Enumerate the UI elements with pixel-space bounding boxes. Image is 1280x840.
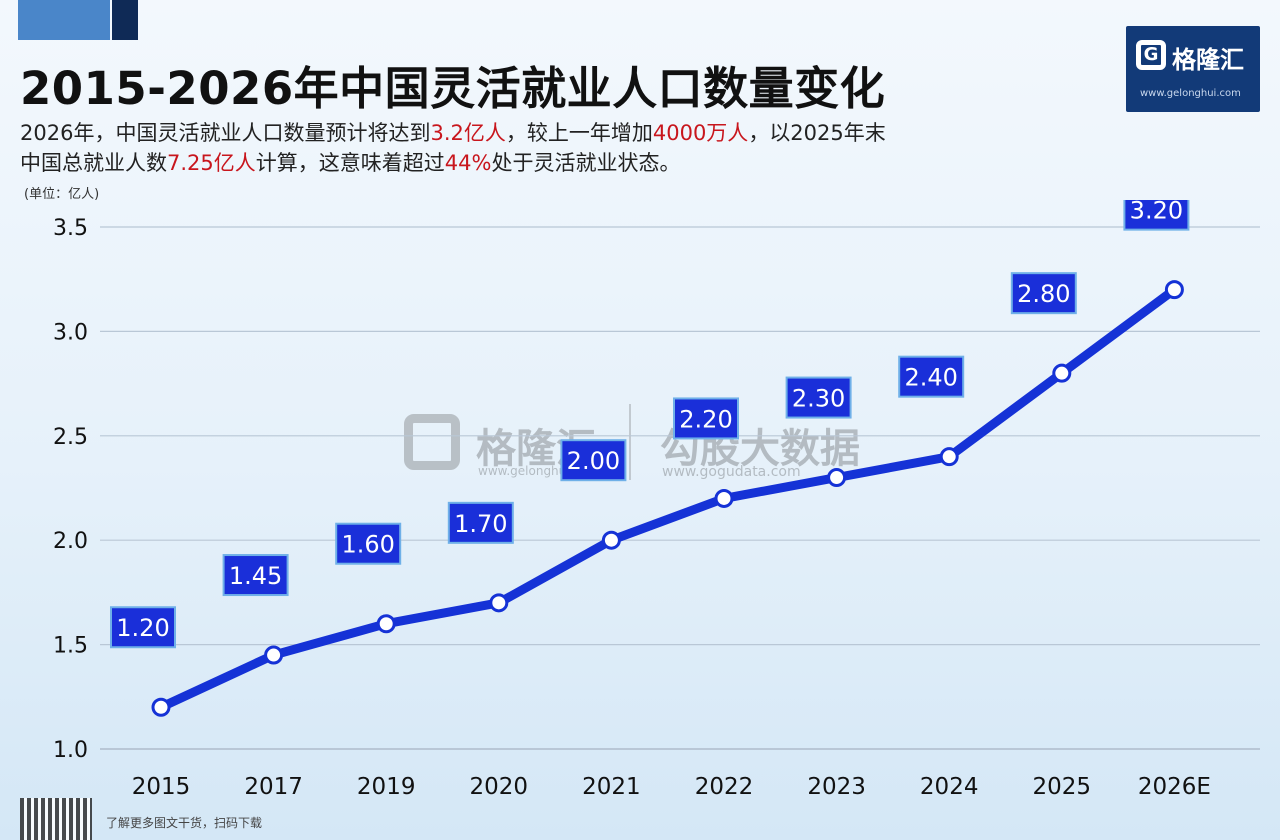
subtitle-highlight: 7.25亿人 [167, 151, 256, 175]
data-label: 1.70 [454, 510, 507, 538]
logo-mark-icon: G [1136, 40, 1166, 70]
logo-text: 格隆汇 [1172, 40, 1244, 75]
data-label: 2.30 [792, 385, 845, 413]
page-title: 2015-2026年中国灵活就业人口数量变化 [20, 52, 885, 117]
subtitle-text: 中国总就业人数 [20, 151, 167, 175]
data-point [716, 490, 732, 506]
data-label: 1.45 [229, 562, 282, 590]
y-tick-label: 2.5 [53, 425, 88, 450]
data-point [941, 449, 957, 465]
y-tick-label: 1.0 [53, 738, 88, 763]
footer-text: 了解更多图文干货，扫码下载 [106, 814, 262, 831]
data-point [153, 699, 169, 715]
subtitle-text: 2026年，中国灵活就业人口数量预计将达到 [20, 121, 430, 145]
subtitle-highlight: 3.2亿人 [430, 121, 505, 145]
data-point [266, 647, 282, 663]
data-label: 2.00 [567, 447, 620, 475]
subtitle-text: ，以2025年末 [748, 121, 885, 145]
data-label: 1.60 [341, 531, 394, 559]
x-tick-label: 2023 [807, 774, 866, 800]
x-tick-label: 2017 [244, 774, 303, 800]
data-label: 3.20 [1130, 200, 1183, 225]
y-tick-label: 1.5 [53, 634, 88, 659]
x-tick-label: 2024 [920, 774, 979, 800]
data-point [378, 616, 394, 632]
brand-logo: G 格隆汇 www.gelonghui.com [1126, 26, 1260, 112]
x-tick-label: 2025 [1033, 774, 1092, 800]
y-tick-label: 3.0 [53, 320, 88, 345]
data-label: 1.20 [116, 614, 169, 642]
x-tick-label: 2022 [695, 774, 754, 800]
x-tick-label: 2021 [582, 774, 641, 800]
data-label: 2.20 [679, 405, 732, 433]
x-tick-label: 2026E [1138, 774, 1211, 800]
qr-code-icon [20, 798, 92, 840]
subtitle-text: 计算，这意味着超过 [256, 151, 445, 175]
subtitle-text: ，较上一年增加 [506, 121, 653, 145]
x-tick-label: 2015 [132, 774, 191, 800]
data-point [1054, 365, 1070, 381]
subtitle-line-2: 中国总就业人数7.25亿人计算，这意味着超过44%处于灵活就业状态。 [20, 148, 1070, 178]
data-point [829, 470, 845, 486]
x-tick-label: 2020 [470, 774, 529, 800]
subtitle-text: 处于灵活就业状态。 [491, 151, 680, 175]
top-accent-bar [18, 0, 110, 40]
data-point [1166, 282, 1182, 298]
subtitle-highlight: 4000万人 [653, 121, 748, 145]
y-tick-label: 2.0 [53, 529, 88, 554]
top-accent-bar-dark [112, 0, 138, 40]
data-point [491, 595, 507, 611]
line-chart: 1.0 1.5 2.0 2.5 3.0 3.5 2015 2017 2019 2020 2021 20… [0, 200, 1280, 800]
data-label: 2.40 [904, 364, 957, 392]
x-tick-label: 2019 [357, 774, 416, 800]
logo-url: www.gelonghui.com [1140, 88, 1241, 99]
data-label: 2.80 [1017, 280, 1070, 308]
data-point [603, 532, 619, 548]
subtitle-highlight: 44% [445, 151, 492, 175]
subtitle-line-1: 2026年，中国灵活就业人口数量预计将达到3.2亿人，较上一年增加4000万人，… [20, 118, 1070, 148]
chart-subtitle: 2026年，中国灵活就业人口数量预计将达到3.2亿人，较上一年增加4000万人，… [20, 118, 1070, 178]
y-tick-label: 3.5 [53, 216, 88, 241]
